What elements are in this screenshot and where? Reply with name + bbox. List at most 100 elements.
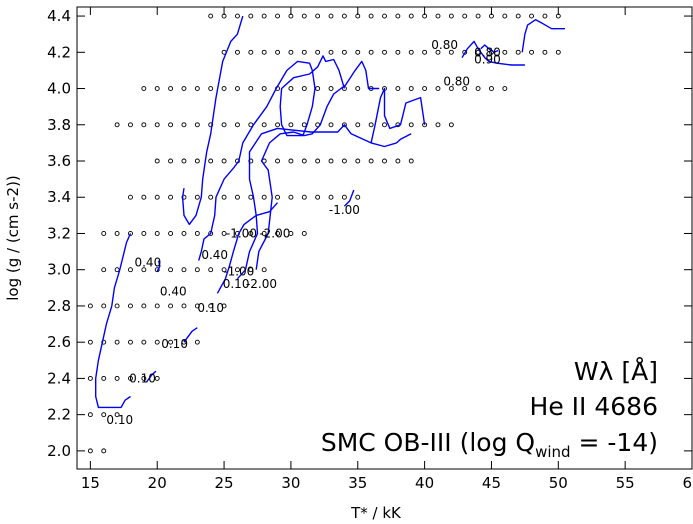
grid-point: [154, 303, 160, 309]
grid-point: [141, 339, 147, 345]
contour-line: [216, 202, 279, 294]
grid-point: [181, 267, 187, 273]
grid-point: [328, 49, 334, 55]
grid-point: [154, 339, 160, 345]
grid-point: [234, 13, 240, 19]
grid-point: [221, 194, 227, 200]
grid-point: [168, 267, 174, 273]
grid-point: [542, 13, 548, 19]
grid-point: [261, 267, 267, 273]
model-grid-points: [87, 13, 561, 454]
grid-point: [248, 267, 254, 273]
grid-point: [261, 86, 267, 91]
grid-point: [181, 339, 187, 345]
grid-point: [128, 231, 133, 236]
grid-point: [101, 375, 107, 381]
annotation-grid-post: = -14): [571, 428, 658, 457]
grid-point: [248, 13, 254, 19]
grid-point: [248, 194, 254, 200]
grid-point: [261, 13, 267, 19]
grid-point: [315, 86, 321, 91]
grid-point: [141, 86, 147, 91]
grid-point: [128, 303, 133, 309]
contour-label: 0.10: [197, 301, 224, 315]
contour-label: 0.80: [431, 38, 458, 52]
grid-point: [355, 86, 361, 91]
grid-point: [87, 412, 93, 418]
grid-point: [261, 49, 267, 55]
grid-point: [208, 86, 214, 91]
grid-point: [234, 49, 240, 55]
grid-point: [248, 231, 254, 236]
contour-label: 0.80: [443, 74, 470, 88]
grid-point: [128, 122, 133, 128]
grid-point: [234, 267, 240, 273]
x-axis-title: T* / kK: [350, 504, 402, 522]
grid-point: [221, 303, 227, 309]
grid-point: [194, 303, 200, 309]
y-tick-label: 2.4: [47, 369, 71, 387]
grid-point: [168, 86, 174, 91]
y-tick-label: 4.4: [47, 7, 71, 25]
grid-point: [382, 158, 387, 164]
grid-point: [194, 339, 200, 345]
contour-line: [156, 260, 161, 272]
grid-point: [515, 49, 521, 55]
grid-point: [168, 303, 174, 309]
contour-line: [370, 133, 412, 148]
grid-point: [87, 375, 93, 381]
grid-point: [87, 339, 93, 345]
grid-point: [328, 194, 334, 200]
y-tick-label: 2.0: [47, 442, 71, 460]
grid-point: [101, 303, 107, 309]
grid-point: [341, 158, 347, 164]
grid-point: [382, 13, 387, 19]
grid-point: [355, 49, 361, 55]
grid-point: [301, 194, 307, 200]
grid-point: [154, 231, 160, 236]
contour-line: [198, 55, 346, 261]
grid-point: [408, 86, 414, 91]
grid-point: [181, 122, 187, 128]
x-tick-label: 40: [415, 474, 434, 492]
grid-point: [275, 13, 280, 19]
grid-point: [542, 49, 548, 55]
grid-point: [234, 194, 240, 200]
grid-point: [181, 303, 187, 309]
contour-line: [94, 233, 132, 409]
grid-point: [101, 448, 107, 454]
grid-point: [288, 194, 294, 200]
grid-point: [208, 303, 214, 309]
grid-point: [341, 49, 347, 55]
annotation-grid-sub: wind: [535, 443, 570, 461]
annotation-quantity: Wλ [Å]: [574, 357, 658, 386]
contour-label: -1.00: [329, 203, 360, 217]
grid-point: [114, 122, 120, 128]
grid-point: [194, 122, 200, 128]
grid-point: [368, 158, 374, 164]
grid-point: [275, 122, 280, 128]
grid-point: [141, 231, 147, 236]
annotation-model-grid: SMC OB-III (log Qwind = -14): [321, 428, 658, 461]
grid-point: [194, 231, 200, 236]
grid-point: [101, 412, 107, 418]
y-tick-label: 4.0: [47, 80, 71, 98]
grid-point: [208, 194, 214, 200]
contour-label: 0.10: [106, 413, 133, 427]
grid-point: [234, 86, 240, 91]
contour-lines: [94, 15, 565, 409]
grid-point: [422, 86, 428, 91]
grid-point: [301, 86, 307, 91]
grid-point: [101, 231, 107, 236]
contour-labels: 0.100.100.100.100.100.400.400.40-1.00 -2.…: [106, 38, 500, 427]
grid-point: [141, 267, 147, 273]
axis-ticks: 15 20 25 30 35 40 45 50 55 60 2.0 2.2 2.4 2.6 2.8 3.0 3.…: [47, 7, 693, 492]
contour-label: -1.00: [226, 226, 257, 240]
grid-point: [168, 158, 174, 164]
grid-point: [315, 158, 321, 164]
grid-point: [435, 13, 441, 19]
grid-point: [328, 122, 334, 128]
grid-point: [341, 194, 347, 200]
grid-point: [208, 158, 214, 164]
grid-point: [87, 303, 93, 309]
